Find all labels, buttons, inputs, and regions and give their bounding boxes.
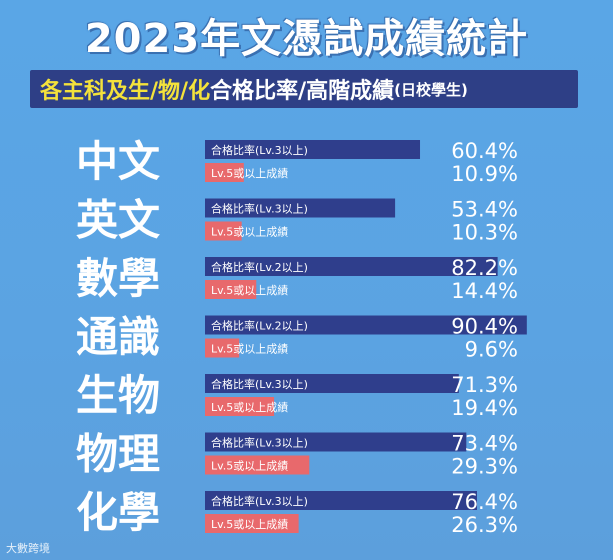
chart-title: 2023年文憑試成績統計	[84, 16, 529, 62]
pass-rate-value: 71.3%	[451, 373, 518, 397]
pass-rate-value: 73.4%	[451, 432, 518, 456]
pass-rate-bar	[205, 140, 421, 159]
pass-rate-bar-label: 合格比率(Lv.3以上)	[211, 436, 308, 450]
pass-rate-value: 60.4%	[451, 139, 518, 163]
level5-bar-label: Lv.5或以上成績	[211, 166, 288, 180]
level5-bar-label: Lv.5或以上成績	[211, 283, 288, 297]
pass-rate-bar	[205, 257, 498, 276]
level5-value: 10.9%	[451, 162, 518, 186]
pass-rate-bar	[205, 491, 477, 510]
pass-rate-bar-label: 合格比率(Lv.3以上)	[211, 143, 308, 157]
level5-bar	[205, 163, 244, 182]
subject-label: 通識	[76, 313, 160, 362]
pass-rate-value: 76.4%	[451, 490, 518, 514]
subtitle-note: (日校學生)	[394, 80, 468, 99]
level5-bar-label: Lv.5或以上成績	[211, 517, 288, 531]
level5-value: 29.3%	[451, 455, 518, 479]
level5-bar-label: Lv.5或以上成績	[211, 342, 288, 356]
level5-value: 10.3%	[451, 221, 518, 245]
subject-label: 英文	[76, 196, 160, 245]
pass-rate-bar	[205, 198, 396, 218]
level5-bar	[205, 397, 275, 416]
pass-rate-bar	[205, 432, 467, 452]
level5-value: 9.6%	[465, 338, 518, 362]
subject-label: 化學	[76, 488, 160, 537]
pass-rate-bar-label: 合格比率(Lv.3以上)	[211, 377, 308, 391]
pass-rate-bar-label: 合格比率(Lv.2以上)	[211, 319, 308, 333]
watermark-text: 大數跨境	[6, 542, 50, 555]
pass-rate-bar-label: 合格比率(Lv.3以上)	[211, 494, 308, 508]
subtitle-highlight-text: 各主科及生/物/化	[40, 79, 211, 104]
pass-rate-bar-label: 合格比率(Lv.3以上)	[211, 202, 308, 216]
level5-bar	[205, 514, 299, 533]
level5-bar-label: Lv.5或以上成績	[211, 225, 288, 239]
level5-bar-label: Lv.5或以上成績	[211, 459, 288, 473]
level5-value: 19.4%	[451, 396, 518, 420]
pass-rate-bar	[205, 374, 459, 393]
level5-value: 14.4%	[451, 279, 518, 303]
pass-rate-bar	[205, 315, 527, 335]
level5-bar	[205, 455, 310, 475]
level5-bar-label: Lv.5或以上成績	[211, 400, 288, 414]
level5-bar	[205, 221, 242, 241]
pass-rate-value: 82.2%	[451, 256, 518, 280]
pass-rate-value: 90.4%	[451, 315, 518, 339]
level5-bar	[205, 280, 257, 299]
subtitle-banner: 各主科及生/物/化 合格比率/高階成績 (日校學生)	[30, 70, 578, 108]
pass-rate-value: 53.4%	[451, 198, 518, 222]
pass-rate-bar-label: 合格比率(Lv.2以上)	[211, 260, 308, 274]
subtitle-text: 合格比率/高階成績	[210, 79, 395, 104]
subject-label: 生物	[76, 371, 160, 420]
level5-bar	[205, 338, 240, 358]
level5-value: 26.3%	[451, 513, 518, 537]
subject-label: 中文	[76, 137, 160, 186]
subject-label: 數學	[76, 254, 160, 303]
subject-label: 物理	[76, 430, 160, 479]
